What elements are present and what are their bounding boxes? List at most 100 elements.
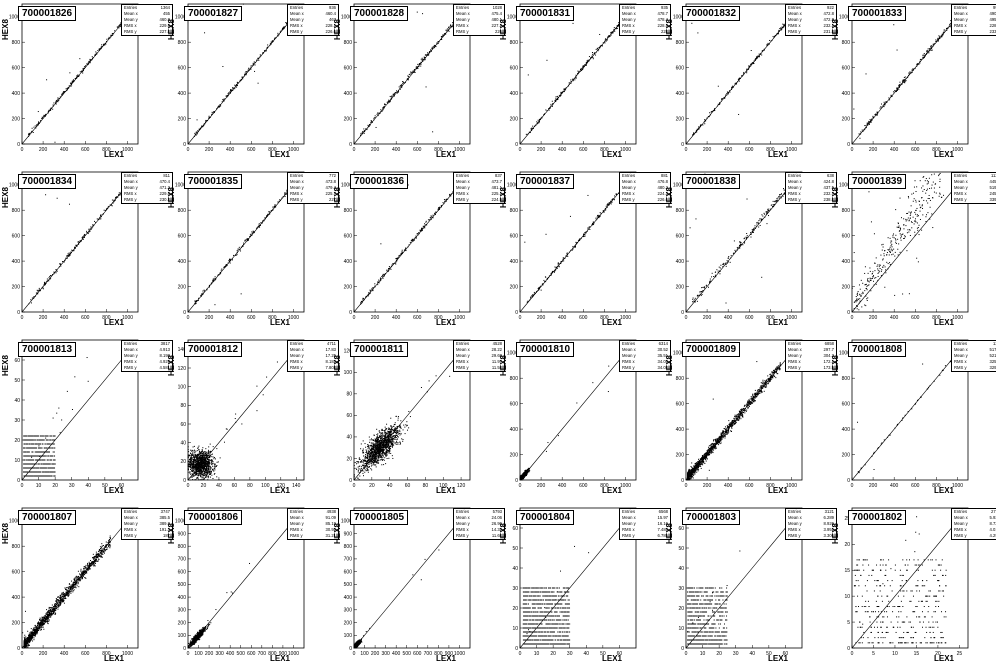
data-point [436, 42, 438, 44]
data-point [71, 249, 73, 251]
histogram-panel: 0 200 400 600 800 1000 0 200 400 600 800 1000 700001… [830, 0, 996, 168]
data-point [37, 455, 39, 457]
data-point [93, 220, 95, 222]
data-point [381, 276, 383, 278]
data-point [764, 216, 766, 218]
data-point [360, 302, 362, 304]
data-point [872, 117, 874, 119]
data-point [52, 467, 54, 469]
data-point [49, 439, 51, 441]
data-point [762, 215, 764, 217]
data-point [903, 238, 905, 240]
data-point [759, 54, 761, 56]
data-point [738, 77, 740, 79]
y-tick-label: 50 [14, 378, 20, 384]
data-point [559, 95, 561, 97]
data-point [869, 267, 871, 269]
data-point [732, 85, 734, 87]
stats-key: Mean y [788, 184, 802, 190]
data-point [285, 22, 287, 24]
data-point [698, 126, 700, 128]
data-point [611, 200, 613, 202]
data-point [761, 214, 763, 216]
data-point [42, 455, 44, 457]
data-point [575, 244, 577, 246]
data-point [761, 219, 763, 221]
data-point [560, 261, 562, 263]
data-point [29, 435, 31, 437]
data-point [192, 475, 194, 477]
data-point [538, 289, 540, 291]
data-point [66, 89, 68, 91]
data-point [943, 194, 945, 196]
data-point [37, 475, 39, 477]
data-point [915, 199, 917, 201]
data-point [401, 87, 403, 89]
data-point [208, 455, 210, 457]
data-point [723, 96, 725, 98]
data-point [610, 31, 612, 33]
data-point [722, 266, 724, 268]
histogram-panel: 0 200 400 600 800 1000 0 200 400 600 800 1000 700001… [0, 168, 173, 336]
data-point [28, 451, 30, 453]
y-tick-label: 400 [510, 259, 519, 265]
data-point [935, 41, 937, 43]
data-point [437, 42, 439, 44]
panel-title: 700001828 [350, 6, 409, 21]
data-point [870, 290, 872, 292]
data-point [928, 177, 930, 179]
data-point [391, 264, 393, 266]
data-point [609, 202, 611, 204]
data-point [44, 459, 46, 461]
data-point [35, 447, 37, 449]
x-tick-label: 40 [216, 483, 222, 489]
stats-row: Mean y 480.1 [454, 17, 504, 23]
data-point [448, 30, 450, 32]
data-point [452, 22, 454, 24]
data-point [423, 57, 425, 59]
data-point [413, 70, 415, 72]
data-point [919, 180, 921, 182]
data-point [888, 97, 890, 99]
data-point [36, 435, 38, 437]
data-point [432, 216, 434, 218]
data-point [70, 253, 72, 255]
data-point [48, 459, 50, 461]
x-tick-label: 200 [537, 315, 546, 321]
data-point [917, 63, 919, 65]
data-point [427, 54, 429, 56]
data-point [878, 266, 880, 268]
data-point [903, 218, 905, 220]
y-tick-label: 1000 [341, 183, 352, 189]
data-point [47, 451, 49, 453]
data-point [70, 85, 72, 87]
data-point [751, 62, 753, 64]
data-point [737, 81, 739, 83]
data-point [47, 475, 49, 477]
data-point [739, 245, 741, 247]
data-point [85, 65, 87, 67]
data-point [212, 280, 214, 282]
data-point [49, 435, 51, 437]
data-point [38, 122, 40, 124]
data-point [401, 249, 403, 251]
data-point [42, 288, 44, 290]
data-point [235, 254, 237, 256]
data-point [865, 73, 867, 75]
data-point [192, 456, 194, 458]
data-point [33, 471, 35, 473]
data-point [937, 40, 939, 42]
data-point [223, 266, 225, 268]
data-point [42, 471, 44, 473]
data-point [31, 459, 33, 461]
x-tick-label: 800 [268, 315, 277, 321]
data-point [246, 238, 248, 240]
data-point [56, 270, 58, 272]
data-point [752, 62, 754, 64]
data-point [246, 238, 248, 240]
data-point [693, 133, 695, 135]
data-point [402, 251, 404, 253]
data-point [400, 252, 402, 254]
data-point [209, 468, 211, 470]
data-point [250, 66, 252, 68]
